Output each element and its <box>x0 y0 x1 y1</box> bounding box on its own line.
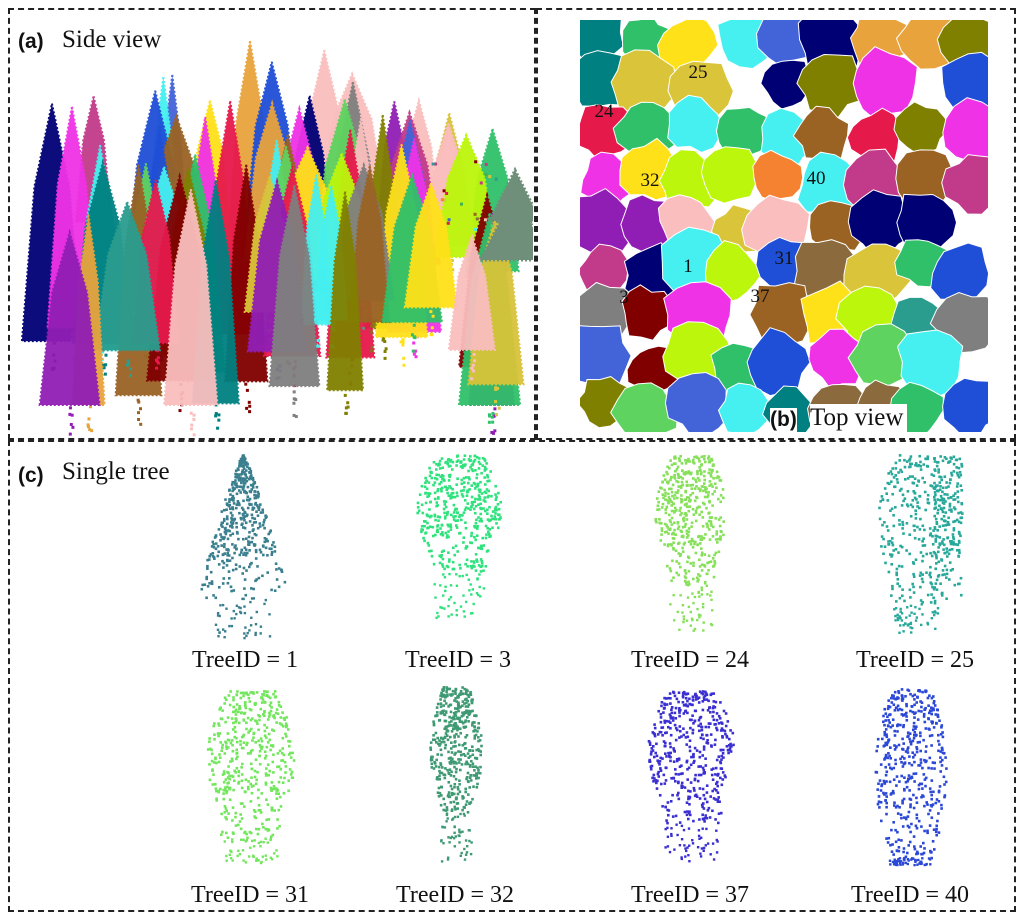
panel-b-title: Top view <box>810 404 908 432</box>
tree-label-31: TreeID = 31 <box>191 882 309 908</box>
tree-label-32: TreeID = 32 <box>396 882 514 908</box>
top-view-tree-id-32: 32 <box>641 170 660 191</box>
single-tree-24 <box>654 454 725 632</box>
tree-label-3: TreeID = 3 <box>405 647 511 673</box>
top-view-tree-id-40: 40 <box>807 168 826 189</box>
panel-side-view: (a) Side view <box>8 8 536 440</box>
single-tree-point-clouds <box>200 454 964 867</box>
panel-a-title: Side view <box>62 26 162 53</box>
single-tree-25 <box>878 454 964 634</box>
single-tree-37 <box>647 690 735 863</box>
panel-single-tree: (c) Single tree TreeID = 1 TreeID = 3 Tr… <box>8 440 1016 912</box>
single-tree-32 <box>429 686 483 863</box>
top-view-tree-id-25: 25 <box>689 62 708 83</box>
tree-label-24: TreeID = 24 <box>631 647 749 673</box>
tree-label-37: TreeID = 37 <box>631 882 749 908</box>
panel-top-view: 25 24 32 40 1 31 3 37 (b) Top view <box>536 8 1016 440</box>
top-view-point-cloud: 25 24 32 40 1 31 3 37 <box>580 20 988 432</box>
single-tree-1 <box>200 454 287 640</box>
single-tree-31 <box>206 690 296 865</box>
single-trees-grid: TreeID = 1 TreeID = 3 TreeID = 24 TreeID… <box>10 442 1013 909</box>
top-view-tree-id-24: 24 <box>595 101 615 122</box>
panel-c-title: Single tree <box>62 458 170 485</box>
top-view-tree-id-37: 37 <box>751 286 770 307</box>
top-view-tree-id-3: 3 <box>619 287 629 308</box>
panel-b-letter: (b) <box>770 408 797 432</box>
tree-label-1: TreeID = 1 <box>192 647 298 673</box>
panel-a-letter: (a) <box>18 30 44 53</box>
panel-c-letter: (c) <box>18 464 44 487</box>
top-view-tree-id-31: 31 <box>775 248 794 269</box>
side-view-crowns <box>20 40 533 437</box>
tree-label-40: TreeID = 40 <box>851 882 969 908</box>
tree-label-25: TreeID = 25 <box>856 647 974 673</box>
top-view-tree-id-1: 1 <box>683 256 693 277</box>
single-tree-3 <box>416 454 502 619</box>
single-tree-40 <box>874 688 948 867</box>
top-view-crowns <box>580 20 988 432</box>
side-view-point-cloud <box>20 40 533 437</box>
